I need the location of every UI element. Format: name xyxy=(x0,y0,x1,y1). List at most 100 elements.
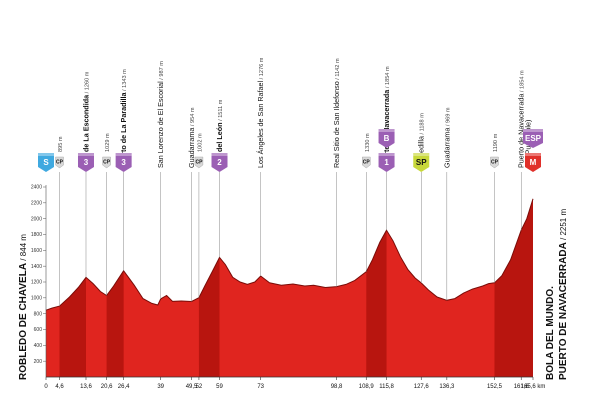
badge-mountain-icon: 3 xyxy=(77,153,94,172)
x-tick-label: 165,6 km xyxy=(521,384,546,390)
waypoint-name: Los Ángeles de San Rafael / 1276 m xyxy=(256,57,265,168)
x-tick-label: 73 xyxy=(257,384,264,390)
svg-text:2: 2 xyxy=(217,158,222,167)
climb-shade-0 xyxy=(59,277,86,377)
climb-shade-3 xyxy=(366,230,387,377)
svg-text:3: 3 xyxy=(121,158,126,167)
climb-shade-2 xyxy=(198,257,220,377)
svg-text:SP: SP xyxy=(416,158,427,167)
waypoint-name: Guadarrama / 969 m xyxy=(442,107,451,168)
waypoint-label: Puerto de Navacerrada / 1854 m xyxy=(382,66,391,168)
x-tick-label: 59 xyxy=(216,384,223,390)
svg-text:ESP: ESP xyxy=(525,134,542,143)
x-tick-label: 136,3 xyxy=(439,384,455,390)
waypoint-name: Guadarrama / 954 m xyxy=(187,107,196,168)
x-tick-label: 152,5 xyxy=(487,384,503,390)
svg-text:CP: CP xyxy=(56,160,64,166)
svg-text:CP: CP xyxy=(195,160,203,166)
waypoint-label: 1330 m xyxy=(365,133,371,152)
x-tick-label: 115,8 xyxy=(379,384,394,390)
waypoint-name: Puerto de Navacerrada / 1854 m xyxy=(382,66,391,168)
y-tick-label: 2000 xyxy=(31,216,42,222)
waypoint-name: Real Sitio de San Ildefonso / 1142 m xyxy=(332,58,341,168)
climb-shade-1 xyxy=(106,270,124,377)
waypoint-label: Los Ángeles de San Rafael / 1276 m xyxy=(256,57,265,168)
badge-sprint-icon: SP xyxy=(413,153,430,172)
waypoint-label: San Lorenzo de El Escorial / 987 m xyxy=(156,61,165,168)
waypoint-name: Cercedilla / 1188 m xyxy=(417,113,426,168)
x-tick-label: 108,9 xyxy=(359,384,375,390)
y-tick-label: 200 xyxy=(34,359,43,365)
x-tick-label: 13,6 xyxy=(80,384,92,390)
svg-text:ROBLEDO DE CHAVELA / 844 m: ROBLEDO DE CHAVELA / 844 m xyxy=(18,234,29,380)
y-tick-label: 1000 xyxy=(31,296,42,302)
waypoint-guide-lines xyxy=(59,172,522,307)
svg-text:CP: CP xyxy=(103,160,111,166)
badge-special-icon: ESP xyxy=(523,129,543,148)
waypoint-altitude: 1029 m xyxy=(105,133,111,152)
x-tick-label: 20,6 xyxy=(101,384,113,390)
badge-cp-icon: CP xyxy=(102,156,111,169)
svg-text:PUERTO DE NAVACERRADA / 2251 m: PUERTO DE NAVACERRADA / 2251 m xyxy=(558,209,569,380)
waypoint-name: Alto de La Escondida / 1260 m xyxy=(81,71,90,168)
badge-finish-icon: M xyxy=(525,153,541,172)
y-tick-label: 2200 xyxy=(31,201,42,207)
waypoint-altitude: 895 m xyxy=(58,136,64,152)
waypoint-name: Puerto de La Paradilla / 1343 m xyxy=(119,69,128,168)
waypoint-label: Puerto de La Paradilla / 1343 m xyxy=(119,69,128,168)
y-tick-label: 2400 xyxy=(31,185,42,191)
waypoint-label: 1190 m xyxy=(493,133,499,152)
badge-mountain-icon: 2 xyxy=(211,153,228,172)
waypoint-label: Real Sitio de San Ildefonso / 1142 m xyxy=(332,58,341,168)
svg-text:CP: CP xyxy=(363,160,371,166)
waypoint-altitude: 1190 m xyxy=(493,133,499,152)
svg-text:1: 1 xyxy=(384,158,389,167)
waypoint-label: 895 m xyxy=(58,136,64,152)
x-axis: 0 4,6 13,6 20,6 26,4 39 49,552 59 73 98,8 108,9 115… xyxy=(44,376,546,390)
badge-cp-icon: CP xyxy=(490,156,499,169)
svg-text:B: B xyxy=(384,134,390,143)
waypoint-label: Puerto de Navacerrada / 1854 m xyxy=(517,70,526,168)
svg-text:CP: CP xyxy=(491,160,499,166)
y-tick-label: 800 xyxy=(34,311,43,317)
badge-start-icon: S xyxy=(38,153,54,172)
svg-text:M: M xyxy=(530,158,537,167)
svg-text:S: S xyxy=(43,158,49,167)
y-tick-label: 600 xyxy=(34,327,43,333)
climb-shade-4 xyxy=(494,198,533,377)
x-tick-label: 26,4 xyxy=(118,384,130,390)
badge-cp-icon: CP xyxy=(55,156,64,169)
x-tick-label: 161,6 xyxy=(514,384,530,390)
waypoint-label: Alto de La Escondida / 1260 m xyxy=(81,71,90,168)
y-tick-label: 400 xyxy=(34,343,43,349)
badge-bonus-icon: B xyxy=(378,129,395,148)
x-tick-label: 4,6 xyxy=(55,384,64,390)
y-tick-label: 1400 xyxy=(31,264,42,270)
y-axis: 200 400 600 800 1000 1200 1400 1600 1800 2000 2200… xyxy=(31,185,47,377)
waypoint-label: 1002 m xyxy=(197,133,203,152)
waypoint-label: Cercedilla / 1188 m xyxy=(417,113,426,168)
waypoint-altitude: 1330 m xyxy=(365,133,371,152)
waypoint-label: 1029 m xyxy=(105,133,111,152)
waypoint-labels: Alto de La Escondida / 1260 m 1029 m Puert… xyxy=(58,57,533,168)
start-town-label: ROBLEDO DE CHAVELA / 844 m xyxy=(18,234,29,380)
x-tick-label: 0 xyxy=(44,384,48,390)
finish-label-line2: PUERTO DE NAVACERRADA / 2251 m xyxy=(558,209,569,380)
x-tick-label: 127,6 xyxy=(414,384,430,390)
svg-text:BOLA DEL MUNDO.: BOLA DEL MUNDO. xyxy=(545,286,556,380)
waypoint-label: Alto del León / 1511 m xyxy=(215,99,224,168)
badge-mountain-icon: 3 xyxy=(115,153,132,172)
waypoint-label: Guadarrama / 954 m xyxy=(187,107,196,168)
waypoint-altitude: 1002 m xyxy=(197,133,203,152)
waypoint-label: Guadarrama / 969 m xyxy=(442,107,451,168)
climb-shading xyxy=(59,198,533,377)
badge-mountain-icon: 1 xyxy=(378,153,395,172)
waypoint-name: Alto del León / 1511 m xyxy=(215,99,224,168)
start-finish-labels: ROBLEDO DE CHAVELA / 844 m BOLA DEL MUNDO… xyxy=(18,209,569,380)
y-tick-label: 1600 xyxy=(31,248,42,254)
svg-text:3: 3 xyxy=(84,158,89,167)
badge-cp-icon: CP xyxy=(194,156,204,169)
x-tick-label: 98,8 xyxy=(331,384,343,390)
x-tick-label: 39 xyxy=(157,384,164,390)
